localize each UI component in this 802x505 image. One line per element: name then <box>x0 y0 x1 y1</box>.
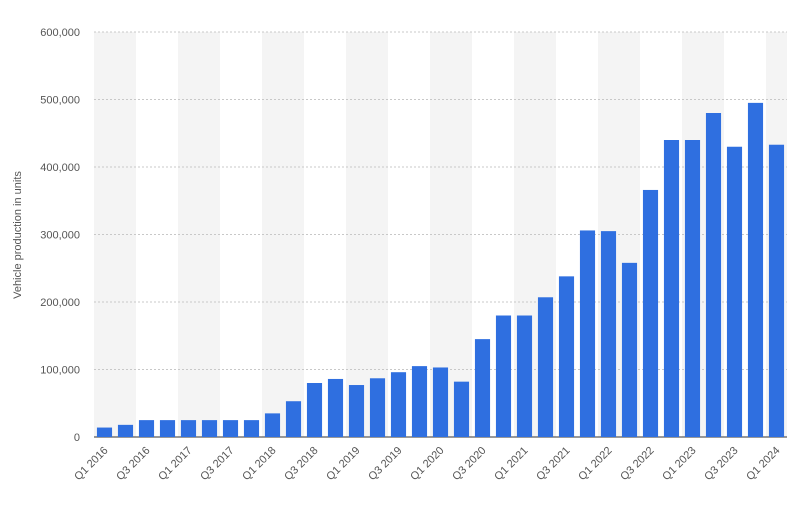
bar <box>600 231 617 437</box>
bar <box>327 378 344 437</box>
bar <box>138 420 155 437</box>
x-tick-label: Q1 2018 <box>240 445 278 483</box>
bar <box>474 339 491 437</box>
bar <box>642 189 659 437</box>
x-tick-label: Q1 2017 <box>156 445 194 483</box>
x-tick-label: Q3 2023 <box>702 445 740 483</box>
x-tick-label: Q1 2023 <box>660 445 698 483</box>
x-tick-label: Q3 2021 <box>534 445 572 483</box>
bar <box>264 413 281 437</box>
bar <box>348 385 365 437</box>
x-axis-ticks: Q1 2016 Q3 2016 Q1 2017 Q3 2017 Q1 2018 Q3 20… <box>72 445 782 483</box>
bars <box>96 102 785 437</box>
bar <box>495 315 512 437</box>
x-tick-label: Q1 2024 <box>744 445 782 483</box>
bar <box>621 262 638 437</box>
bar <box>285 401 302 437</box>
y-tick-label: 200,000 <box>40 297 80 309</box>
bar <box>537 297 554 437</box>
bar <box>747 102 764 437</box>
bar <box>453 381 470 437</box>
bar <box>516 315 533 437</box>
x-tick-label: Q3 2019 <box>366 445 404 483</box>
bar <box>369 378 386 437</box>
y-tick-label: 300,000 <box>40 230 80 242</box>
bar <box>390 372 407 437</box>
x-tick-label: Q1 2021 <box>492 445 530 483</box>
y-tick-label: 400,000 <box>40 162 80 174</box>
bar <box>159 420 176 437</box>
bar <box>180 420 197 437</box>
x-tick-label: Q1 2020 <box>408 445 446 483</box>
bar <box>306 383 323 437</box>
bar <box>411 366 428 437</box>
bar <box>558 276 575 437</box>
bar <box>579 230 596 437</box>
x-tick-label: Q3 2017 <box>198 445 236 483</box>
bar <box>768 144 785 437</box>
bar <box>201 420 218 437</box>
x-tick-label: Q1 2019 <box>324 445 362 483</box>
y-tick-label: 100,000 <box>40 365 80 377</box>
x-tick-label: Q3 2016 <box>114 445 152 483</box>
bar <box>432 367 449 437</box>
x-tick-label: Q3 2022 <box>618 445 656 483</box>
bar <box>222 420 239 437</box>
bar <box>663 140 680 437</box>
bar <box>243 420 260 437</box>
x-tick-label: Q3 2020 <box>450 445 488 483</box>
y-axis-ticks: 0 100,000 200,000 300,000 400,000 500,000 600,… <box>40 27 80 444</box>
y-tick-label: 500,000 <box>40 95 80 107</box>
y-axis-title: Vehicle production in units <box>12 171 24 299</box>
y-tick-label: 0 <box>74 432 80 444</box>
bar <box>117 424 134 437</box>
x-tick-label: Q1 2016 <box>72 445 110 483</box>
bar <box>726 146 743 437</box>
bar <box>96 427 113 437</box>
x-tick-label: Q1 2022 <box>576 445 614 483</box>
bar <box>705 113 722 437</box>
x-tick-label: Q3 2018 <box>282 445 320 483</box>
bar <box>684 140 701 437</box>
y-tick-label: 600,000 <box>40 27 80 39</box>
